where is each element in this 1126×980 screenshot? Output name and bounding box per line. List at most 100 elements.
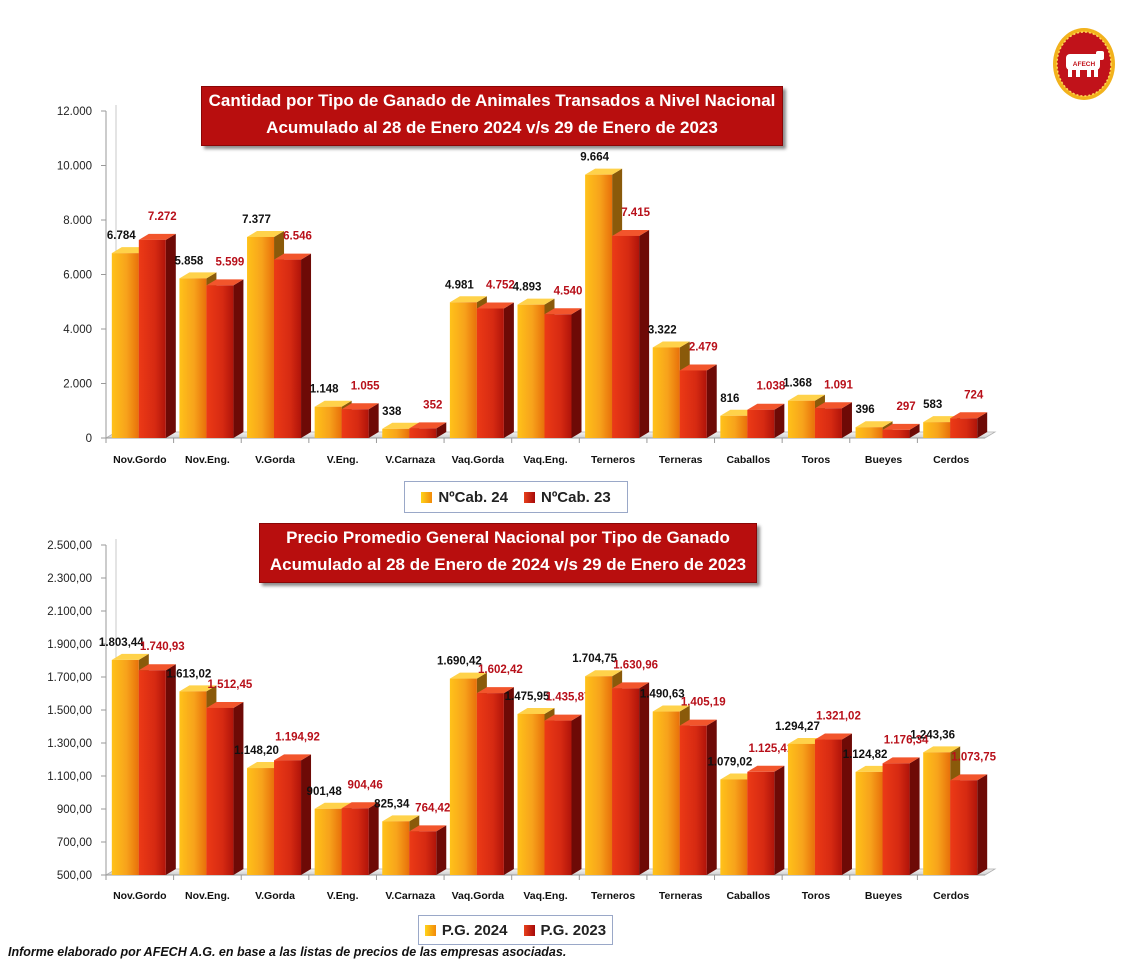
data-label-series-b: 6.546	[283, 231, 312, 243]
bar-top	[544, 714, 582, 721]
data-label-series-a: 5.858	[175, 255, 204, 267]
bar-side	[165, 664, 176, 875]
bar-side	[503, 687, 514, 875]
bar-top	[679, 719, 717, 726]
bar-top	[585, 168, 623, 175]
bar-side	[706, 364, 717, 438]
data-label-series-b: 764,42	[415, 802, 450, 814]
data-label-series-a: 1.148	[310, 384, 339, 396]
legend-label-series-a: NºCab. 24	[438, 488, 508, 506]
data-label-series-b: 5.599	[216, 256, 245, 268]
data-label-series-b: 1.321,02	[816, 711, 861, 723]
x-tick-label: V.Carnaza	[385, 454, 435, 466]
bar-series-b	[747, 771, 775, 875]
data-label-series-a: 1.803,44	[99, 637, 144, 649]
bar-top	[341, 802, 379, 809]
bar-side	[774, 403, 785, 438]
data-label-series-b: 4.752	[486, 280, 515, 292]
data-label-series-b: 4.540	[554, 285, 583, 297]
bar-series-b	[274, 259, 302, 438]
legend-item-series-a: NºCab. 24	[421, 489, 508, 506]
bar-series-a	[923, 752, 951, 875]
chart1-legend: NºCab. 24 NºCab. 23	[404, 481, 628, 513]
x-tick-label: V.Gorda	[255, 890, 295, 902]
bar-series-a	[517, 304, 545, 438]
x-tick-label: Terneras	[659, 454, 703, 466]
data-label-series-a: 4.893	[513, 282, 542, 294]
data-label-series-b: 724	[964, 389, 984, 401]
bar-top	[206, 279, 244, 286]
bar-top	[382, 815, 420, 822]
data-label-series-b: 1.602,42	[478, 664, 523, 676]
chart1-title-box: Cantidad por Tipo de Ganado de Animales …	[201, 86, 783, 146]
bar-top	[612, 229, 650, 236]
bar-top	[449, 296, 487, 303]
bar-series-b	[950, 418, 978, 438]
data-label-series-b: 7.415	[621, 207, 650, 219]
x-tick-label: Nov.Eng.	[185, 454, 230, 466]
x-tick-label: Toros	[802, 890, 831, 902]
bar-top	[950, 412, 988, 419]
afech-logo: AFECH	[1053, 28, 1115, 100]
data-label-series-a: 1.124,82	[843, 749, 888, 761]
bar-series-b	[747, 409, 775, 438]
bar-top	[409, 422, 447, 429]
bar-top	[138, 233, 176, 240]
data-label-series-b: 2.479	[689, 341, 718, 353]
bar-top	[449, 672, 487, 679]
y-tick-label: 500,00	[57, 870, 92, 882]
bar-series-a	[111, 253, 139, 438]
bar-side	[841, 733, 852, 875]
legend-item-series-a: P.G. 2024	[424, 922, 508, 939]
x-tick-label: Terneros	[591, 454, 635, 466]
y-tick-label: 1.100,00	[47, 771, 92, 783]
bar-side	[368, 802, 379, 875]
bar-top	[652, 341, 690, 348]
bar-series-b	[814, 408, 842, 438]
y-tick-label: 900,00	[57, 804, 92, 816]
bar-side	[301, 253, 312, 438]
data-label-series-a: 7.377	[242, 214, 271, 226]
x-tick-label: Caballos	[726, 890, 770, 902]
x-tick-label: Bueyes	[865, 454, 903, 466]
bar-series-b	[476, 308, 504, 438]
legend-label-series-b: P.G. 2023	[540, 921, 607, 939]
bar-top	[314, 400, 352, 407]
data-label-series-a: 583	[923, 399, 942, 411]
data-label-series-a: 901,48	[307, 786, 343, 798]
data-label-series-a: 1.148,20	[234, 745, 279, 757]
x-tick-label: Bueyes	[865, 890, 903, 902]
legend-item-series-b: NºCab. 23	[524, 489, 611, 506]
y-tick-label: 1.900,00	[47, 639, 92, 651]
bar-top	[882, 757, 920, 764]
data-label-series-a: 1.294,27	[775, 721, 820, 733]
x-tick-label: V.Eng.	[327, 890, 359, 902]
bar-top	[652, 705, 690, 712]
bar-top	[882, 423, 920, 430]
logo-dotted-ring	[1056, 31, 1112, 97]
bar-side	[774, 765, 785, 875]
logo-text: AFECH	[1073, 61, 1096, 68]
bar-series-a	[247, 768, 275, 875]
bar-side	[706, 719, 717, 875]
bar-series-b	[341, 409, 369, 438]
y-tick-label: 12.000	[57, 106, 92, 118]
bar-top	[247, 230, 285, 237]
bar-top	[517, 298, 555, 305]
bar-side	[301, 754, 312, 875]
y-tick-label: 2.000	[63, 379, 92, 391]
bar-top	[787, 394, 825, 401]
bar-series-a	[720, 415, 748, 438]
data-label-series-a: 3.322	[648, 324, 677, 336]
data-label-series-b: 1.073,75	[951, 751, 996, 763]
data-label-series-a: 1.613,02	[167, 668, 212, 680]
y-tick-label: 2.100,00	[47, 606, 92, 618]
bar-top	[747, 765, 785, 772]
data-label-series-b: 1.435,87	[546, 692, 591, 704]
chart2-title-box: Precio Promedio General Nacional por Tip…	[259, 523, 757, 583]
data-label-series-a: 1.368	[783, 378, 812, 390]
x-tick-label: Terneros	[591, 890, 635, 902]
x-tick-label: Cerdos	[933, 454, 969, 466]
x-tick-label: Vaq.Gorda	[452, 454, 505, 466]
bar-series-a	[652, 347, 680, 438]
